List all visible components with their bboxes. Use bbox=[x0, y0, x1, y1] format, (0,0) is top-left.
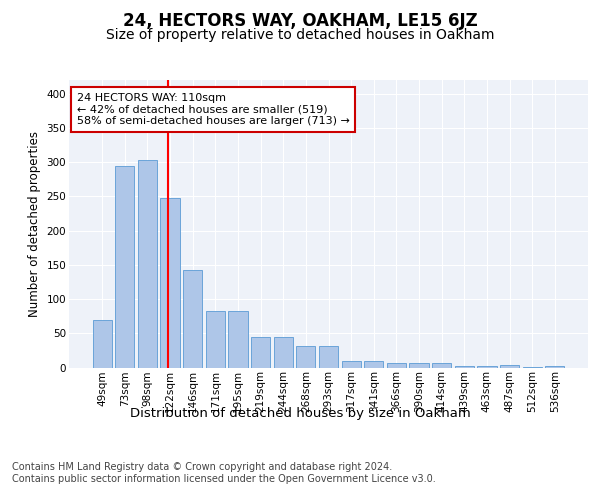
Bar bbox=[387, 364, 406, 368]
Text: Distribution of detached houses by size in Oakham: Distribution of detached houses by size … bbox=[130, 408, 470, 420]
Bar bbox=[138, 160, 157, 368]
Bar bbox=[477, 366, 497, 368]
Text: Contains HM Land Registry data © Crown copyright and database right 2024.
Contai: Contains HM Land Registry data © Crown c… bbox=[12, 462, 436, 484]
Bar bbox=[500, 365, 519, 368]
Y-axis label: Number of detached properties: Number of detached properties bbox=[28, 130, 41, 317]
Bar bbox=[115, 166, 134, 368]
Bar bbox=[364, 362, 383, 368]
Bar bbox=[206, 312, 225, 368]
Text: Size of property relative to detached houses in Oakham: Size of property relative to detached ho… bbox=[106, 28, 494, 42]
Bar bbox=[523, 367, 542, 368]
Bar bbox=[251, 336, 270, 368]
Bar bbox=[432, 364, 451, 368]
Bar bbox=[455, 366, 474, 368]
Bar bbox=[274, 336, 293, 368]
Text: 24 HECTORS WAY: 110sqm
← 42% of detached houses are smaller (519)
58% of semi-de: 24 HECTORS WAY: 110sqm ← 42% of detached… bbox=[77, 93, 350, 126]
Bar bbox=[183, 270, 202, 368]
Text: 24, HECTORS WAY, OAKHAM, LE15 6JZ: 24, HECTORS WAY, OAKHAM, LE15 6JZ bbox=[122, 12, 478, 30]
Bar bbox=[319, 346, 338, 368]
Bar bbox=[296, 346, 316, 368]
Bar bbox=[545, 366, 565, 368]
Bar bbox=[92, 320, 112, 368]
Bar bbox=[409, 364, 428, 368]
Bar bbox=[229, 312, 248, 368]
Bar bbox=[341, 362, 361, 368]
Bar bbox=[160, 198, 180, 368]
